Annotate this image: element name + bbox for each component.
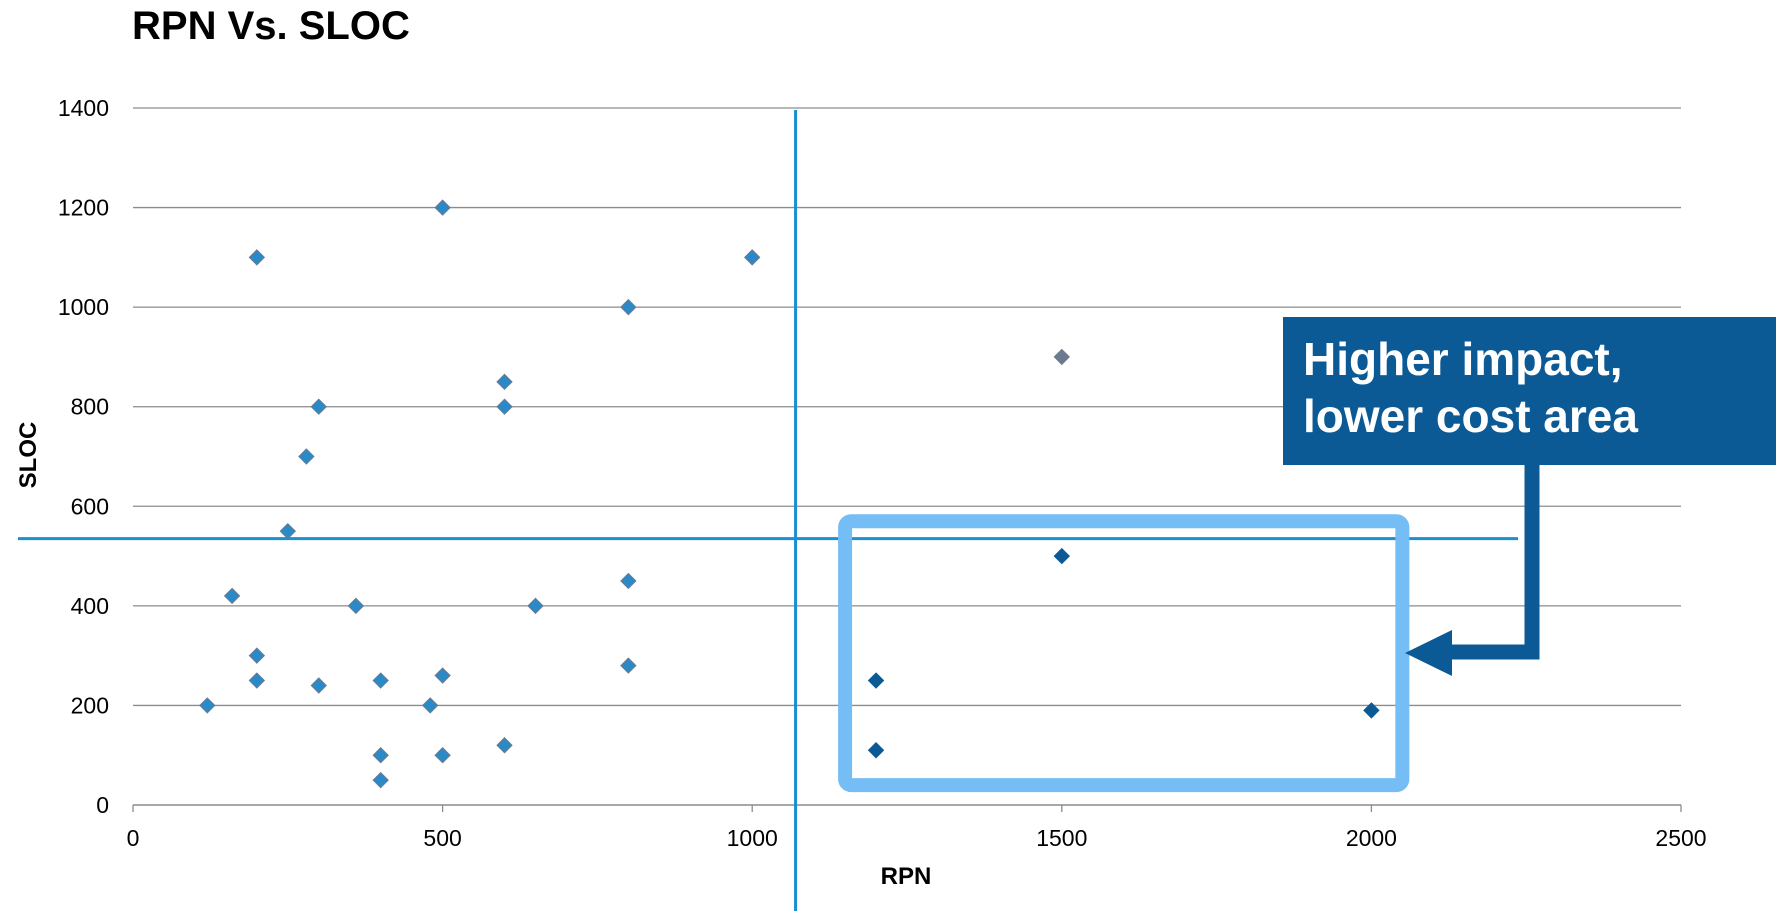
data-point xyxy=(434,199,451,216)
data-point xyxy=(310,677,327,694)
data-point xyxy=(372,672,389,689)
callout-line-1: Higher impact, xyxy=(1303,333,1623,385)
x-tick-label: 2000 xyxy=(1346,825,1397,851)
data-point xyxy=(279,522,297,540)
data-point xyxy=(1363,702,1380,719)
data-points xyxy=(199,199,1380,789)
data-point xyxy=(743,249,761,266)
data-point xyxy=(496,737,513,754)
y-tick-label: 1200 xyxy=(58,195,109,221)
y-tick-label: 1000 xyxy=(58,294,109,320)
data-point xyxy=(372,771,389,789)
data-point xyxy=(347,597,365,615)
y-tick-label: 0 xyxy=(96,792,109,818)
y-tick-label: 1400 xyxy=(58,95,109,121)
data-point xyxy=(527,597,544,615)
data-point xyxy=(199,697,216,714)
grid-lines xyxy=(133,107,1681,707)
data-point xyxy=(223,587,241,605)
data-point xyxy=(496,373,513,391)
y-axis-label: SLOC xyxy=(15,422,42,489)
data-point xyxy=(1053,348,1071,366)
highlight-region xyxy=(838,514,1410,793)
annotations xyxy=(18,110,1540,911)
data-point xyxy=(372,747,389,764)
data-point xyxy=(248,672,266,689)
callout-box: Higher impact, lower cost area xyxy=(1283,317,1776,465)
x-tick-label: 1500 xyxy=(1036,825,1087,851)
data-point xyxy=(867,742,885,759)
data-point xyxy=(248,249,266,266)
data-point xyxy=(620,572,637,590)
x-tick-label: 0 xyxy=(127,825,140,851)
chart-title: RPN Vs. SLOC xyxy=(132,4,410,48)
data-point xyxy=(620,298,637,316)
data-point xyxy=(620,657,637,674)
callout-line-2: lower cost area xyxy=(1303,390,1638,442)
data-point xyxy=(298,448,315,465)
data-point xyxy=(496,398,513,415)
y-tick-label: 800 xyxy=(71,394,109,420)
x-tick-label: 1000 xyxy=(727,825,778,851)
axes xyxy=(132,804,1682,812)
y-tick-label: 600 xyxy=(71,493,109,519)
data-point xyxy=(434,747,451,764)
callout-arrow-line xyxy=(1430,465,1540,660)
y-tick-label: 200 xyxy=(71,692,109,718)
tick-labels: 0 200 400 600 800 1000 1200 1400 0 500 1000 1500 200… xyxy=(58,95,1707,851)
data-point xyxy=(422,697,439,714)
x-tick-label: 2500 xyxy=(1655,825,1706,851)
data-point xyxy=(434,667,451,684)
data-point xyxy=(1053,547,1071,565)
y-tick-label: 400 xyxy=(71,593,109,619)
data-point xyxy=(867,672,885,689)
data-point xyxy=(248,647,266,664)
data-point xyxy=(310,398,327,415)
x-axis-label: RPN xyxy=(881,863,932,890)
x-tick-label: 500 xyxy=(423,825,461,851)
callout-arrow-head xyxy=(1405,630,1452,676)
